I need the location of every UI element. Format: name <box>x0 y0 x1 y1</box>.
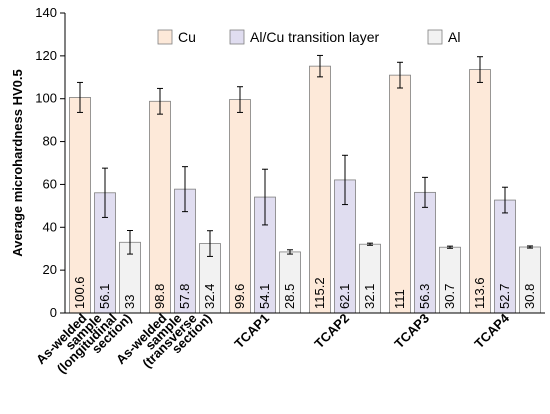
bar <box>149 100 171 314</box>
data-label: 98.8 <box>152 284 167 309</box>
y-tick-label: 120 <box>35 48 57 63</box>
data-label: 33 <box>122 295 137 309</box>
y-tick-label: 100 <box>35 91 57 106</box>
bar <box>309 65 331 314</box>
x-axis-category-labels: As-weldedsample(longitudinalsection)As-w… <box>33 310 513 376</box>
data-label: 113.6 <box>472 277 487 309</box>
data-label: 56.3 <box>417 284 432 309</box>
bar <box>469 69 491 314</box>
legend-swatch <box>229 29 245 45</box>
legend-swatch <box>427 29 443 45</box>
data-label: 99.6 <box>232 284 247 309</box>
data-label: 62.1 <box>337 284 352 309</box>
data-label: 30.7 <box>442 284 457 309</box>
y-tick-label: 0 <box>50 305 57 320</box>
legend-label: Al <box>448 29 460 45</box>
legend-label: Al/Cu transition layer <box>250 29 380 45</box>
data-label: 115.2 <box>312 277 327 309</box>
data-label: 100.6 <box>72 276 87 309</box>
legend: Cu Al/Cu transition layer Al <box>157 29 460 45</box>
y-tick-label: 20 <box>43 262 57 277</box>
x-category-label: TCAP2 <box>311 311 352 352</box>
data-label: 28.5 <box>282 284 297 309</box>
bar <box>389 74 411 314</box>
data-label: 30.8 <box>522 284 537 309</box>
data-label: 32.4 <box>202 284 217 309</box>
x-category-label: TCAP4 <box>471 310 512 351</box>
y-tick-label: 40 <box>43 219 57 234</box>
legend-label: Cu <box>178 29 196 45</box>
y-tick-label: 140 <box>35 5 57 20</box>
y-tick-label: 60 <box>43 176 57 191</box>
y-axis-ticks: 0 20 40 60 80 100 120 140 <box>35 5 65 320</box>
data-label: 111 <box>392 289 407 309</box>
data-label: 32.1 <box>362 284 377 309</box>
legend-swatch <box>157 29 173 45</box>
y-axis-label: Average microhardness HV0.5 <box>10 69 25 256</box>
bar-series: 100.6 56.1 33 98.8 57.8 32.4 99.6 54.1 28.5 115.2… <box>69 54 541 314</box>
data-label: 52.7 <box>497 284 512 309</box>
bar <box>229 99 251 314</box>
x-category-label: TCAP3 <box>391 311 432 352</box>
data-label: 54.1 <box>257 284 272 309</box>
x-category-label: TCAP1 <box>231 311 272 352</box>
data-label: 56.1 <box>97 284 112 309</box>
data-label: 57.8 <box>177 284 192 309</box>
axes <box>64 13 545 314</box>
y-tick-label: 80 <box>43 134 57 149</box>
